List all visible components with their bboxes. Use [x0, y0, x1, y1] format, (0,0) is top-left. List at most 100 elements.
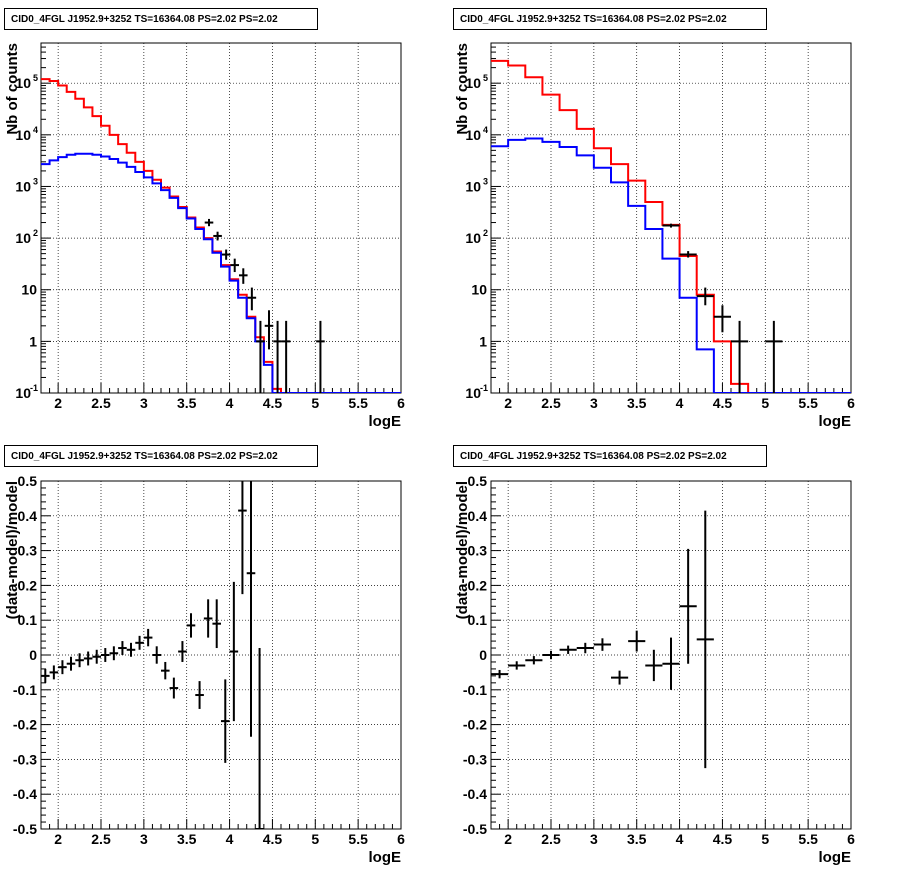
y-tick-label-exponent: 2	[483, 228, 488, 238]
data-point	[126, 642, 136, 657]
data-point	[135, 635, 144, 650]
x-tick-label: 6	[397, 395, 405, 411]
grid	[41, 481, 401, 829]
x-tick-label: 5.5	[348, 395, 368, 411]
x-tick-label: 3	[140, 831, 148, 847]
data-point	[696, 287, 714, 306]
y-tick-label: 10	[15, 75, 31, 91]
y-tick-label: 10	[465, 75, 481, 91]
axis-ticks	[40, 42, 402, 394]
y-tick-label: 10	[15, 178, 31, 194]
x-tick-label: 5	[311, 831, 319, 847]
x-tick-label: 2	[504, 831, 512, 847]
y-tick-label: -0.4	[463, 786, 487, 802]
x-tick-label: 2.5	[91, 395, 111, 411]
data-point	[203, 599, 213, 638]
y-tick-label: 1	[479, 333, 487, 349]
y-tick-label: 0.3	[468, 543, 488, 559]
plot-content	[41, 481, 264, 829]
data-point	[281, 320, 291, 393]
data-point	[628, 630, 646, 652]
data-point	[229, 581, 239, 722]
y-tick-label-exponent: 3	[483, 176, 488, 186]
x-tick-label: 3	[590, 395, 598, 411]
data-point	[247, 287, 257, 311]
x-tick-label: 4.5	[263, 831, 283, 847]
y-tick-label-exponent: 2	[33, 228, 38, 238]
data-point	[645, 649, 663, 682]
data-point	[316, 320, 325, 393]
y-tick-label: 10	[15, 385, 31, 401]
data-point	[273, 320, 282, 393]
data-point	[491, 669, 509, 679]
x-tick-label: 5.5	[798, 395, 818, 411]
y-axis-title: (data-model)/model	[4, 481, 21, 619]
data-point	[83, 651, 93, 666]
y-tick-label: 10	[465, 230, 481, 246]
x-tick-label: 5.5	[798, 831, 818, 847]
x-tick-label: 2.5	[541, 395, 561, 411]
y-tick-label-exponent: 4	[483, 125, 488, 135]
y-tick-label: 10	[15, 127, 31, 143]
y-tick-label: -0.5	[463, 821, 487, 837]
x-tick-label: 4.5	[263, 395, 283, 411]
y-tick-label: 10	[471, 282, 487, 298]
x-axis-title: logE	[369, 849, 402, 866]
axis-ticks	[490, 480, 852, 830]
data-point	[143, 628, 153, 647]
y-tick-label: -0.3	[463, 751, 487, 767]
y-tick-label: 0.5	[468, 473, 488, 489]
data-point	[679, 251, 697, 258]
axis-ticks	[490, 42, 852, 394]
data-point	[593, 638, 611, 651]
y-tick-label: 10	[21, 282, 37, 298]
y-tick-label: 0.5	[18, 473, 38, 489]
y-tick-label: 10	[465, 178, 481, 194]
y-tick-label: -0.4	[13, 786, 37, 802]
y-tick-label-exponent: 4	[33, 125, 38, 135]
chart-title-top-left: CID0_4FGL J1952.9+3252 TS=16364.08 PS=2.…	[4, 8, 318, 30]
data-point	[713, 305, 731, 333]
y-tick-label: 0.1	[468, 612, 488, 628]
x-tick-label: 3.5	[627, 395, 647, 411]
data-point	[611, 670, 629, 685]
plot-area	[41, 43, 401, 393]
data-point	[92, 649, 101, 664]
y-tick-label: 0.2	[468, 577, 488, 593]
data-point	[255, 648, 264, 829]
x-tick-label: 4	[226, 831, 234, 847]
data-point	[576, 642, 594, 654]
axis-ticks	[40, 480, 402, 830]
x-tick-label: 2.5	[91, 831, 111, 847]
data-point	[101, 648, 110, 662]
y-tick-label: -0.2	[13, 717, 37, 733]
x-tick-label: 5	[761, 395, 769, 411]
y-axis-title: (data-model)/model	[454, 481, 471, 619]
data-point	[696, 510, 714, 769]
y-tick-label: 0.2	[18, 577, 38, 593]
x-tick-label: 3	[590, 831, 598, 847]
x-tick-label: 4	[676, 395, 684, 411]
data-point	[264, 310, 274, 350]
data-point	[195, 681, 204, 709]
data-point	[559, 645, 577, 654]
data-point	[731, 320, 749, 393]
y-axis-title: Nb of counts	[454, 43, 471, 135]
y-tick-label: 0	[29, 647, 37, 663]
data-point	[221, 249, 231, 260]
data-point	[238, 481, 247, 595]
data-point	[765, 320, 783, 393]
data-point	[239, 268, 248, 284]
x-tick-label: 3.5	[627, 831, 647, 847]
x-tick-label: 6	[847, 395, 855, 411]
data-point	[256, 320, 265, 393]
x-tick-label: 4	[676, 831, 684, 847]
data-point	[178, 641, 187, 662]
y-tick-label: 10	[465, 385, 481, 401]
x-tick-label: 3	[140, 395, 148, 411]
data-point	[66, 656, 76, 671]
data-point	[662, 637, 680, 690]
y-tick-label-exponent: -1	[30, 383, 38, 393]
